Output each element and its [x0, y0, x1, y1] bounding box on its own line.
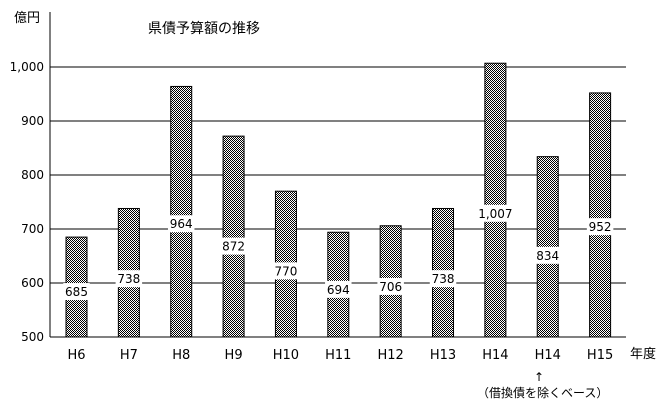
x-tick-label: H14	[482, 348, 508, 363]
x-tick-label: H14	[535, 348, 561, 363]
y-tick-label: 1,000	[10, 60, 44, 74]
value-label: 694	[327, 283, 350, 297]
y-axis-label: 億円	[14, 10, 40, 26]
gridlines	[49, 12, 626, 338]
value-label: 770	[274, 264, 297, 278]
bar	[536, 156, 559, 338]
x-tick-label: H6	[67, 348, 85, 363]
x-axis-label: 年度	[630, 346, 656, 362]
bar	[589, 92, 612, 338]
value-label-bg	[220, 237, 247, 255]
value-label: 685	[65, 285, 88, 299]
y-tick-label: 500	[21, 330, 44, 344]
y-tick-label: 700	[21, 222, 44, 236]
value-label: 1,007	[478, 207, 512, 221]
value-label: 872	[222, 240, 245, 254]
x-tick-label: H7	[120, 348, 138, 363]
bar	[170, 85, 193, 338]
x-tick-label: H12	[377, 348, 403, 363]
bar	[484, 62, 507, 338]
y-tick-label: 800	[21, 168, 44, 182]
annotation-arrow: ↑	[534, 370, 544, 384]
y-tick-labels: 500 600 700 800 900 1,000	[10, 60, 44, 344]
value-label: 952	[589, 220, 612, 234]
value-label: 738	[432, 272, 455, 286]
value-label: 834	[536, 249, 559, 263]
value-label-bg	[115, 270, 143, 288]
y-tick-label: 600	[21, 276, 44, 290]
x-tick-label: H11	[325, 348, 351, 363]
value-label: 738	[117, 272, 140, 286]
value-label-bg	[429, 270, 457, 288]
value-label: 706	[379, 280, 402, 294]
value-label-bg	[534, 246, 561, 264]
bar	[222, 135, 245, 338]
value-label-bg	[167, 215, 195, 233]
x-tick-label: H9	[225, 348, 243, 363]
value-label-bg	[325, 280, 352, 298]
chart-title: 県債予算額の推移	[148, 21, 260, 37]
value-label-bg	[474, 204, 517, 222]
bars: 685 738 964 872 770 694 706 738 1,007 834 952	[63, 62, 614, 338]
value-label-bg	[377, 277, 404, 295]
value-label-bg	[586, 218, 614, 236]
x-tick-labels: H6 H7 H8 H9 H10 H11 H12 H13 H14 H14 H15	[67, 348, 613, 363]
y-tick-label: 900	[21, 114, 44, 128]
value-label: 964	[170, 217, 193, 231]
x-tick-label: H15	[587, 348, 613, 363]
x-tick-label: H13	[430, 348, 456, 363]
value-label-bg	[63, 283, 90, 301]
annotation-text: （借換債を除くベース）	[477, 385, 608, 400]
x-tick-label: H10	[273, 348, 299, 363]
x-tick-label: H8	[172, 348, 190, 363]
value-label-bg	[272, 262, 300, 280]
